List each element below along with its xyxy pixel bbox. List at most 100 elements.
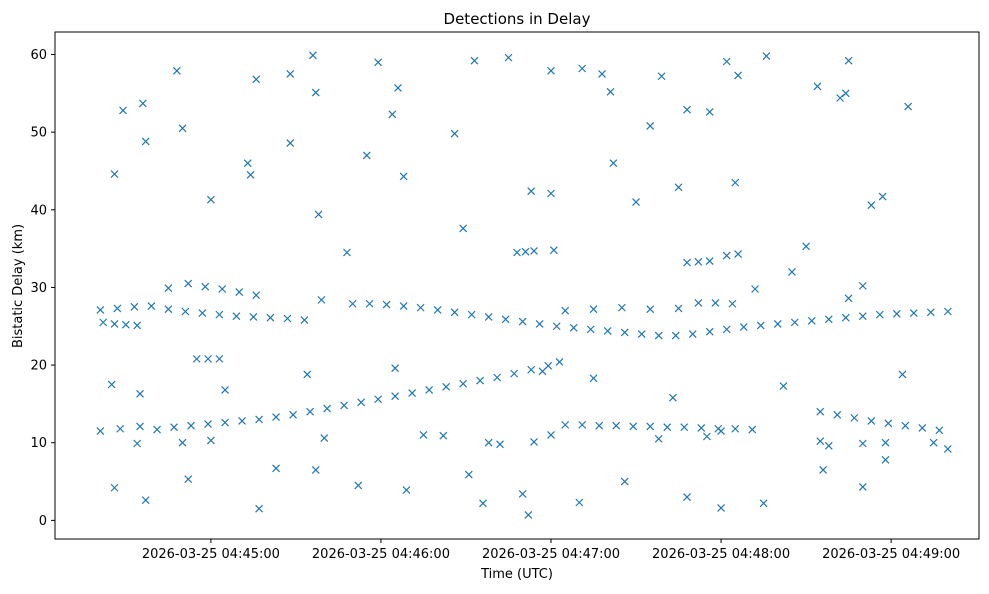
data-point-marker xyxy=(221,418,229,427)
data-point-marker xyxy=(929,438,938,447)
data-point-marker xyxy=(391,392,400,401)
data-point-marker xyxy=(858,312,867,321)
data-point-marker xyxy=(450,308,459,317)
data-point-marker xyxy=(496,440,504,449)
x-tick-label: 2026-03-25 04:47:00 xyxy=(482,547,620,562)
data-point-marker xyxy=(813,82,822,91)
data-point-marker xyxy=(323,404,332,413)
data-point-marker xyxy=(391,364,400,373)
data-point-marker xyxy=(617,303,626,312)
data-point-marker xyxy=(246,170,255,179)
data-point-marker xyxy=(728,299,737,308)
data-point-marker xyxy=(272,464,281,473)
data-point-marker xyxy=(646,422,655,431)
data-point-marker xyxy=(683,105,691,114)
data-point-marker xyxy=(867,201,876,210)
data-point-marker xyxy=(147,302,156,310)
data-point-marker xyxy=(416,303,425,312)
data-point-marker xyxy=(833,410,842,419)
data-point-marker xyxy=(218,285,227,293)
data-point-marker xyxy=(252,291,261,300)
data-point-marker xyxy=(252,75,261,84)
data-point-marker xyxy=(943,307,952,316)
data-point-marker xyxy=(722,57,731,66)
data-point-marker xyxy=(824,441,833,450)
data-point-marker xyxy=(232,312,241,321)
data-point-marker xyxy=(589,305,598,314)
data-point-marker xyxy=(300,316,309,324)
data-point-marker xyxy=(694,299,703,307)
data-point-marker xyxy=(374,58,383,67)
data-point-marker xyxy=(606,87,615,96)
data-point-marker xyxy=(459,224,468,233)
data-point-marker xyxy=(530,438,538,446)
data-point-marker xyxy=(221,386,229,394)
data-point-marker xyxy=(314,210,323,219)
data-point-marker xyxy=(164,284,173,293)
data-point-marker xyxy=(612,421,621,430)
data-point-marker xyxy=(141,496,150,505)
data-point-marker xyxy=(578,420,587,429)
data-point-marker xyxy=(311,465,320,474)
data-point-marker xyxy=(538,367,547,376)
data-point-marker xyxy=(688,330,697,338)
data-point-marker xyxy=(306,407,315,416)
data-point-marker xyxy=(235,288,244,297)
data-point-marker xyxy=(527,187,536,196)
data-point-marker xyxy=(841,89,850,98)
data-point-marker xyxy=(790,318,799,327)
data-point-marker xyxy=(841,313,850,322)
data-point-marker xyxy=(374,395,383,404)
data-point-marker xyxy=(549,246,558,255)
data-point-marker xyxy=(722,251,731,260)
data-point-marker xyxy=(362,151,371,160)
data-point-marker xyxy=(788,267,796,276)
data-point-marker xyxy=(739,323,748,331)
data-point-marker xyxy=(844,56,853,65)
data-point-marker xyxy=(249,313,258,321)
data-point-marker xyxy=(206,436,215,445)
data-point-marker xyxy=(881,438,890,447)
y-tick-label: 30 xyxy=(30,281,47,296)
data-point-marker xyxy=(243,159,252,168)
data-point-marker xyxy=(399,172,408,181)
data-point-marker xyxy=(518,317,527,326)
data-point-marker xyxy=(311,88,320,97)
data-point-marker xyxy=(836,94,845,102)
data-point-marker xyxy=(762,52,771,60)
data-point-marker xyxy=(935,426,944,435)
data-point-marker xyxy=(394,83,402,92)
data-point-marker xyxy=(909,309,918,317)
data-point-marker xyxy=(289,410,298,419)
data-point-marker xyxy=(181,307,190,316)
y-tick-label: 20 xyxy=(30,359,47,374)
x-tick-label: 2026-03-25 04:48:00 xyxy=(652,547,790,562)
data-point-marker xyxy=(524,511,533,519)
data-point-marker xyxy=(172,66,181,75)
data-point-marker xyxy=(484,313,493,321)
data-point-marker xyxy=(365,299,374,308)
data-point-marker xyxy=(501,315,510,324)
data-point-marker xyxy=(110,483,119,492)
data-point-marker xyxy=(484,438,493,447)
data-point-marker xyxy=(113,304,122,313)
data-point-marker xyxy=(513,248,521,257)
data-point-marker xyxy=(867,417,876,425)
data-point-marker xyxy=(620,477,629,486)
data-point-marker xyxy=(878,192,887,201)
x-tick-label: 2026-03-25 04:46:00 xyxy=(312,547,450,562)
y-axis-ticks: 0 10 20 30 40 50 60 xyxy=(30,48,55,529)
data-point-marker xyxy=(858,483,867,491)
data-point-marker xyxy=(141,137,150,146)
data-point-marker xyxy=(309,51,317,60)
data-point-marker xyxy=(898,370,907,379)
points-layer xyxy=(96,51,952,519)
data-point-marker xyxy=(320,434,329,442)
data-point-marker xyxy=(110,170,119,179)
data-point-marker xyxy=(819,465,828,474)
data-point-marker xyxy=(850,413,859,422)
data-point-marker xyxy=(459,379,468,388)
data-point-marker xyxy=(286,70,295,78)
data-point-marker xyxy=(187,421,195,430)
data-point-marker xyxy=(807,316,816,325)
